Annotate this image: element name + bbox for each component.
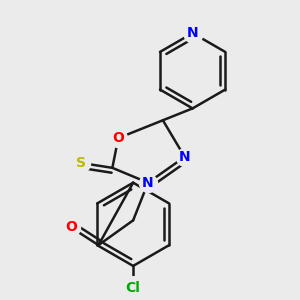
- Text: O: O: [65, 220, 77, 234]
- Text: Cl: Cl: [126, 281, 141, 295]
- Text: S: S: [76, 156, 85, 170]
- Text: N: N: [187, 26, 198, 40]
- Text: O: O: [112, 131, 124, 145]
- Text: N: N: [179, 150, 190, 164]
- Text: N: N: [142, 176, 154, 190]
